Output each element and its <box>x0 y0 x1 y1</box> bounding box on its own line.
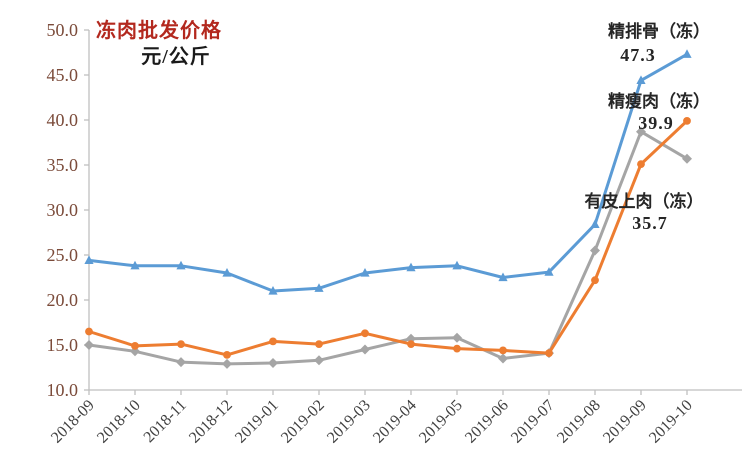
series-label-jingpaigu: 精排骨（冻） <box>608 22 710 41</box>
series-label-jingshourou: 精瘦肉（冻） <box>608 92 710 111</box>
series-endvalue-jingpaigu: 47.3 <box>620 45 656 65</box>
x-axis-tick-label: 2018-11 <box>141 397 190 446</box>
x-axis-tick-label: 2019-10 <box>646 397 696 447</box>
data-point-marker <box>545 349 553 357</box>
data-point-marker <box>131 342 139 350</box>
data-point-marker <box>683 117 691 125</box>
y-axis-tick-label: 40.0 <box>47 110 79 130</box>
series-line-0 <box>87 52 689 293</box>
data-point-marker <box>130 260 140 270</box>
x-axis-tick-label: 2019-04 <box>370 397 420 447</box>
series-endvalue-jingshourou: 39.9 <box>638 113 674 133</box>
chart-title-text: 冻肉批发价格 <box>96 20 222 42</box>
x-axis-tick-label: 2019-06 <box>462 397 512 447</box>
data-point-marker <box>314 283 324 292</box>
data-point-marker <box>360 268 370 277</box>
series-label-youpishangrou: 有皮上肉（冻） <box>584 192 704 211</box>
chart-unit-label: 元/公斤 <box>141 46 211 68</box>
data-point-marker <box>636 75 646 84</box>
data-point-marker <box>222 358 232 369</box>
x-axis-tick-label: 2018-12 <box>186 397 236 447</box>
data-point-marker <box>591 276 599 285</box>
data-point-marker <box>590 245 600 256</box>
data-point-marker <box>223 351 231 359</box>
data-point-marker <box>498 272 508 282</box>
series-line-1 <box>87 119 689 357</box>
x-axis-tick-label: 2019-02 <box>278 397 328 447</box>
data-point-marker <box>360 344 370 355</box>
x-axis-tick-label: 2019-05 <box>416 397 466 447</box>
x-axis-tick-label: 2019-01 <box>232 397 282 447</box>
data-point-marker <box>315 340 323 348</box>
x-axis-tick-label: 2019-03 <box>324 397 374 447</box>
data-point-marker <box>269 337 277 346</box>
x-axis-tick-label: 2019-07 <box>508 397 558 447</box>
data-point-marker <box>177 340 185 348</box>
data-point-marker <box>452 332 462 343</box>
y-axis-tick-label: 25.0 <box>47 245 79 265</box>
x-axis-tick-label: 2019-08 <box>554 397 604 447</box>
chart-title: 冻肉批发价格 元/公斤 <box>96 18 256 70</box>
series-line-2 <box>87 130 689 366</box>
data-point-marker <box>544 267 554 276</box>
data-point-marker <box>222 268 232 277</box>
data-point-marker <box>268 286 278 295</box>
data-point-marker <box>85 327 93 336</box>
data-point-marker <box>590 219 600 228</box>
x-axis-tick-label: 2018-10 <box>94 397 144 447</box>
data-point-marker <box>176 260 186 270</box>
data-point-marker <box>176 357 186 368</box>
data-point-marker <box>637 160 645 169</box>
data-point-marker <box>268 358 278 368</box>
x-axis-tick-label: 2019-09 <box>600 397 650 447</box>
data-point-marker <box>499 346 507 355</box>
data-point-marker <box>84 255 94 264</box>
x-axis-tick-label: 2018-09 <box>48 397 98 447</box>
y-axis-tick-label: 35.0 <box>47 155 79 175</box>
data-point-marker <box>314 355 324 366</box>
data-point-marker <box>682 49 692 58</box>
series-endvalue-youpishangrou: 35.7 <box>632 213 668 233</box>
data-point-marker <box>453 344 461 353</box>
y-axis-tick-label: 20.0 <box>47 290 79 310</box>
data-point-marker <box>682 153 692 164</box>
y-axis-tick-label: 45.0 <box>47 65 79 85</box>
data-point-marker <box>406 262 416 272</box>
data-point-marker <box>636 126 646 137</box>
y-axis-tick-label: 15.0 <box>47 335 79 355</box>
y-axis-tick-label: 50.0 <box>47 20 79 40</box>
data-point-marker <box>498 353 508 364</box>
y-axis-tick-label: 10.0 <box>47 380 79 400</box>
data-point-marker <box>407 340 415 348</box>
data-point-marker <box>361 329 369 338</box>
y-axis-tick-label: 30.0 <box>47 200 79 220</box>
data-point-marker <box>452 260 462 270</box>
data-point-marker <box>84 340 94 350</box>
